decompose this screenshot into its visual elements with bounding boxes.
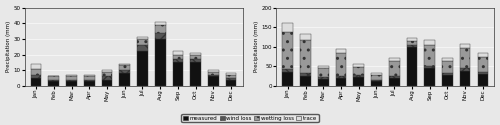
Bar — [120, 73, 130, 86]
Bar — [120, 66, 130, 70]
Bar — [478, 53, 488, 57]
Bar — [389, 61, 400, 76]
Bar — [66, 76, 77, 80]
Bar — [190, 62, 201, 86]
Bar — [300, 73, 311, 76]
Bar — [172, 62, 184, 86]
Bar — [84, 80, 94, 81]
Bar — [208, 70, 218, 72]
Bar — [30, 69, 42, 75]
Bar — [84, 76, 94, 80]
Bar — [442, 61, 453, 73]
Bar — [30, 75, 42, 78]
Bar — [208, 72, 218, 75]
Bar — [155, 22, 166, 25]
Bar — [282, 69, 293, 72]
Bar — [208, 76, 218, 86]
Bar — [66, 80, 77, 81]
Bar — [172, 51, 184, 54]
Bar — [478, 57, 488, 72]
Bar — [300, 76, 311, 86]
Bar — [336, 76, 346, 78]
Bar — [406, 38, 418, 41]
Bar — [102, 72, 112, 76]
Bar — [30, 78, 42, 86]
Bar — [478, 72, 488, 74]
Bar — [120, 64, 130, 66]
Bar — [155, 33, 166, 39]
Bar — [300, 34, 311, 40]
Bar — [102, 70, 112, 72]
Bar — [137, 39, 148, 45]
Bar — [282, 32, 293, 69]
Bar — [102, 76, 112, 80]
Bar — [424, 45, 435, 66]
Bar — [442, 58, 453, 61]
Bar — [406, 47, 418, 86]
Bar — [84, 75, 94, 76]
Bar — [226, 73, 236, 75]
Bar — [389, 78, 400, 86]
Y-axis label: Precipitation (mm): Precipitation (mm) — [6, 21, 10, 72]
Bar — [336, 53, 346, 76]
Bar — [208, 75, 218, 76]
Bar — [336, 78, 346, 86]
Bar — [282, 23, 293, 32]
Bar — [354, 77, 364, 86]
Bar — [190, 53, 201, 54]
Bar — [424, 40, 435, 45]
Bar — [318, 79, 328, 86]
Bar — [190, 54, 201, 59]
Bar — [120, 70, 130, 73]
Bar — [371, 73, 382, 75]
Bar — [30, 64, 42, 69]
Bar — [48, 80, 59, 81]
Bar — [460, 44, 470, 48]
Bar — [318, 77, 328, 79]
Bar — [137, 37, 148, 39]
Legend: measured, wind loss, wetting loss, trace: measured, wind loss, wetting loss, trace — [182, 114, 318, 122]
Bar — [442, 73, 453, 75]
Bar — [300, 40, 311, 73]
Bar — [282, 72, 293, 86]
Y-axis label: Precipitation (mm): Precipitation (mm) — [254, 21, 259, 72]
Bar — [66, 75, 77, 76]
Bar — [226, 80, 236, 86]
Bar — [406, 41, 418, 45]
Bar — [48, 81, 59, 86]
Bar — [354, 64, 364, 67]
Bar — [155, 39, 166, 86]
Bar — [371, 75, 382, 80]
Bar — [424, 66, 435, 68]
Bar — [460, 68, 470, 71]
Bar — [226, 75, 236, 78]
Bar — [172, 54, 184, 59]
Bar — [478, 74, 488, 86]
Bar — [424, 68, 435, 86]
Bar — [226, 78, 236, 80]
Bar — [84, 81, 94, 86]
Bar — [48, 76, 59, 80]
Bar — [318, 66, 328, 68]
Bar — [172, 59, 184, 62]
Bar — [406, 45, 418, 47]
Bar — [371, 81, 382, 86]
Bar — [389, 76, 400, 78]
Bar — [354, 75, 364, 77]
Bar — [371, 80, 382, 81]
Bar — [66, 81, 77, 86]
Bar — [155, 25, 166, 33]
Bar — [137, 51, 148, 86]
Bar — [190, 59, 201, 62]
Bar — [137, 45, 148, 51]
Bar — [354, 67, 364, 75]
Bar — [442, 75, 453, 86]
Bar — [460, 71, 470, 86]
Bar — [389, 58, 400, 61]
Bar — [460, 48, 470, 68]
Bar — [102, 80, 112, 86]
Bar — [336, 49, 346, 53]
Bar — [318, 68, 328, 77]
